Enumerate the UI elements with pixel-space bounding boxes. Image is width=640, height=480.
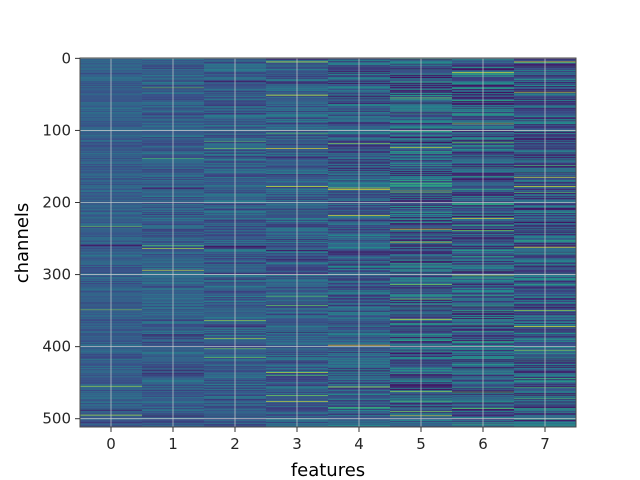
- x-tick-label: 1: [168, 435, 178, 453]
- x-axis-ticks: 0 1 2 3 4 5 6 7: [106, 427, 550, 453]
- y-tick-label: 500: [42, 410, 71, 428]
- x-tick-label: 0: [106, 435, 116, 453]
- x-tick-label: 6: [478, 435, 488, 453]
- y-axis-label: channels: [12, 203, 33, 284]
- y-tick-label: 0: [61, 49, 71, 67]
- x-tick-label: 2: [230, 435, 240, 453]
- y-tick-label: 200: [42, 194, 71, 212]
- y-tick-label: 300: [42, 266, 71, 284]
- x-tick-label: 3: [292, 435, 302, 453]
- y-tick-label: 400: [42, 338, 71, 356]
- x-tick-label: 5: [416, 435, 426, 453]
- y-axis-ticks: 0 100 200 300 400 500: [42, 49, 80, 428]
- grid-lines: [80, 57, 576, 427]
- x-axis-label: features: [291, 460, 365, 480]
- x-tick-label: 4: [354, 435, 364, 453]
- heatmap-cells: [80, 58, 576, 428]
- plot-frame: [79, 57, 577, 428]
- y-tick-label: 100: [42, 121, 71, 139]
- x-tick-label: 7: [540, 435, 550, 453]
